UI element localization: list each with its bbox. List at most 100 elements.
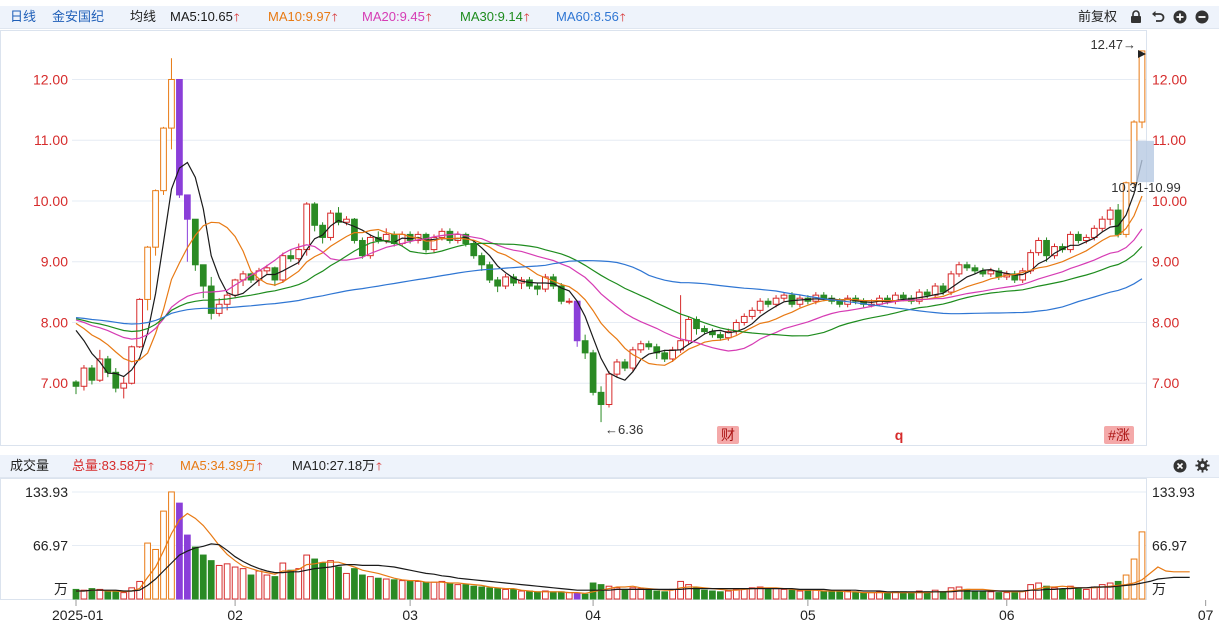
volume-bar bbox=[780, 588, 788, 600]
volume-moving-averages bbox=[76, 512, 1190, 595]
candle-body bbox=[120, 382, 128, 389]
candle-body bbox=[836, 300, 844, 305]
date-axis: 2025-01 02 03 04 05 06 07 bbox=[52, 600, 1214, 623]
volume-bar bbox=[422, 581, 430, 600]
range-highlight bbox=[1136, 140, 1154, 183]
candle-body bbox=[669, 349, 677, 360]
volume-bar bbox=[557, 591, 565, 600]
volume-bar bbox=[852, 591, 859, 600]
current-price-marker-icon bbox=[1138, 50, 1146, 58]
candle-body bbox=[724, 331, 732, 339]
volume-bar bbox=[573, 592, 581, 600]
volume-bar bbox=[669, 588, 677, 600]
candle-body bbox=[502, 276, 509, 287]
volume-bar bbox=[446, 582, 454, 600]
candle-body bbox=[343, 218, 350, 223]
volume-bar bbox=[366, 576, 374, 600]
volume-bar bbox=[430, 581, 438, 600]
ma-label[interactable]: 均线 bbox=[130, 9, 157, 24]
close-icon[interactable] bbox=[1173, 458, 1189, 474]
volume-bar bbox=[788, 589, 796, 600]
volume-bar bbox=[184, 534, 191, 600]
volume-tick-label-right: 133.93 bbox=[1152, 484, 1195, 500]
candle-body bbox=[1138, 50, 1146, 123]
candle-body bbox=[589, 352, 597, 393]
volume-bar bbox=[1122, 574, 1130, 600]
candle-body bbox=[1027, 252, 1034, 272]
candle-body bbox=[947, 273, 955, 293]
volume-bar bbox=[486, 587, 494, 600]
candle-body bbox=[382, 233, 390, 241]
candle-body bbox=[637, 343, 645, 351]
candle-body bbox=[557, 285, 565, 302]
candle-body bbox=[486, 264, 494, 281]
volume-bar bbox=[168, 491, 175, 600]
volume-bar bbox=[979, 591, 987, 600]
ma30-text: MA30:9.14 bbox=[460, 9, 523, 24]
volume-bar bbox=[406, 580, 414, 600]
volume-bar bbox=[1035, 582, 1042, 600]
up-arrow-icon: 🡑 bbox=[331, 12, 338, 24]
moving-averages bbox=[75, 159, 1143, 381]
price-axis-left: 12.00 11.00 10.00 9.00 8.00 7.00 bbox=[33, 71, 68, 391]
candle-body bbox=[597, 391, 605, 406]
ma60-line bbox=[75, 259, 1143, 325]
volume-bar bbox=[303, 554, 311, 600]
volume-bar bbox=[955, 586, 963, 600]
ma20-text: MA20:9.45 bbox=[362, 9, 425, 24]
candle-body bbox=[621, 361, 629, 369]
date-label: 04 bbox=[585, 607, 601, 623]
volume-bar bbox=[470, 585, 478, 600]
volume-bar bbox=[510, 588, 517, 600]
candle-body bbox=[717, 334, 724, 339]
volume-bar bbox=[732, 588, 740, 600]
lock-icon[interactable] bbox=[1129, 9, 1145, 25]
candle-body bbox=[581, 340, 589, 354]
volume-bar bbox=[549, 591, 557, 600]
volume-bar bbox=[359, 574, 366, 600]
date-label: 07 bbox=[1198, 607, 1214, 623]
volume-bar bbox=[1074, 588, 1082, 600]
volume-ma5-text: MA5:34.39万 bbox=[180, 458, 256, 473]
volume-bar bbox=[1082, 588, 1090, 600]
volume-bar bbox=[701, 589, 708, 600]
volume-bar bbox=[868, 592, 875, 600]
period-tab[interactable]: 日线 bbox=[10, 9, 37, 24]
candle-body bbox=[772, 297, 780, 305]
volume-bar bbox=[438, 580, 446, 600]
volume-bar bbox=[295, 568, 303, 600]
price-tick-label-left: 11.00 bbox=[34, 132, 68, 148]
price-tick-label-right: 7.00 bbox=[1152, 375, 1179, 391]
volume-bar bbox=[287, 569, 295, 600]
volume-bar bbox=[223, 563, 231, 600]
candle-body bbox=[231, 279, 239, 296]
volume-bar bbox=[876, 591, 883, 600]
zoom-out-icon[interactable] bbox=[1195, 9, 1211, 25]
volume-panel-frame bbox=[0, 478, 1147, 600]
volume-bar bbox=[255, 570, 263, 600]
candle-body bbox=[335, 212, 342, 223]
volume-bar bbox=[398, 580, 406, 600]
volume-bar bbox=[462, 584, 470, 600]
volume-ma10: MA10:27.18万🡑 bbox=[292, 455, 382, 478]
volume-bar bbox=[414, 580, 422, 600]
volume-grid: 133.93 133.93 66.97 66.97 万 万 bbox=[0, 478, 1195, 600]
volume-bar bbox=[390, 579, 398, 600]
volume-bar bbox=[820, 590, 828, 600]
candle-body bbox=[144, 246, 151, 300]
volume-bar bbox=[804, 590, 812, 600]
zoom-in-icon[interactable] bbox=[1173, 9, 1189, 25]
candle-body bbox=[820, 294, 828, 299]
candles bbox=[72, 50, 1146, 423]
candle-body bbox=[923, 291, 931, 296]
price-tick-label-left: 12.00 bbox=[33, 71, 68, 87]
candle-body bbox=[796, 297, 804, 305]
candle-body bbox=[899, 294, 907, 299]
volume-bar bbox=[128, 587, 136, 600]
undo-icon[interactable] bbox=[1151, 9, 1167, 25]
candle-body bbox=[422, 233, 430, 251]
candle-body bbox=[971, 267, 979, 272]
gear-icon[interactable] bbox=[1195, 458, 1211, 474]
adjust-mode-button[interactable]: 前复权 bbox=[1077, 9, 1117, 24]
